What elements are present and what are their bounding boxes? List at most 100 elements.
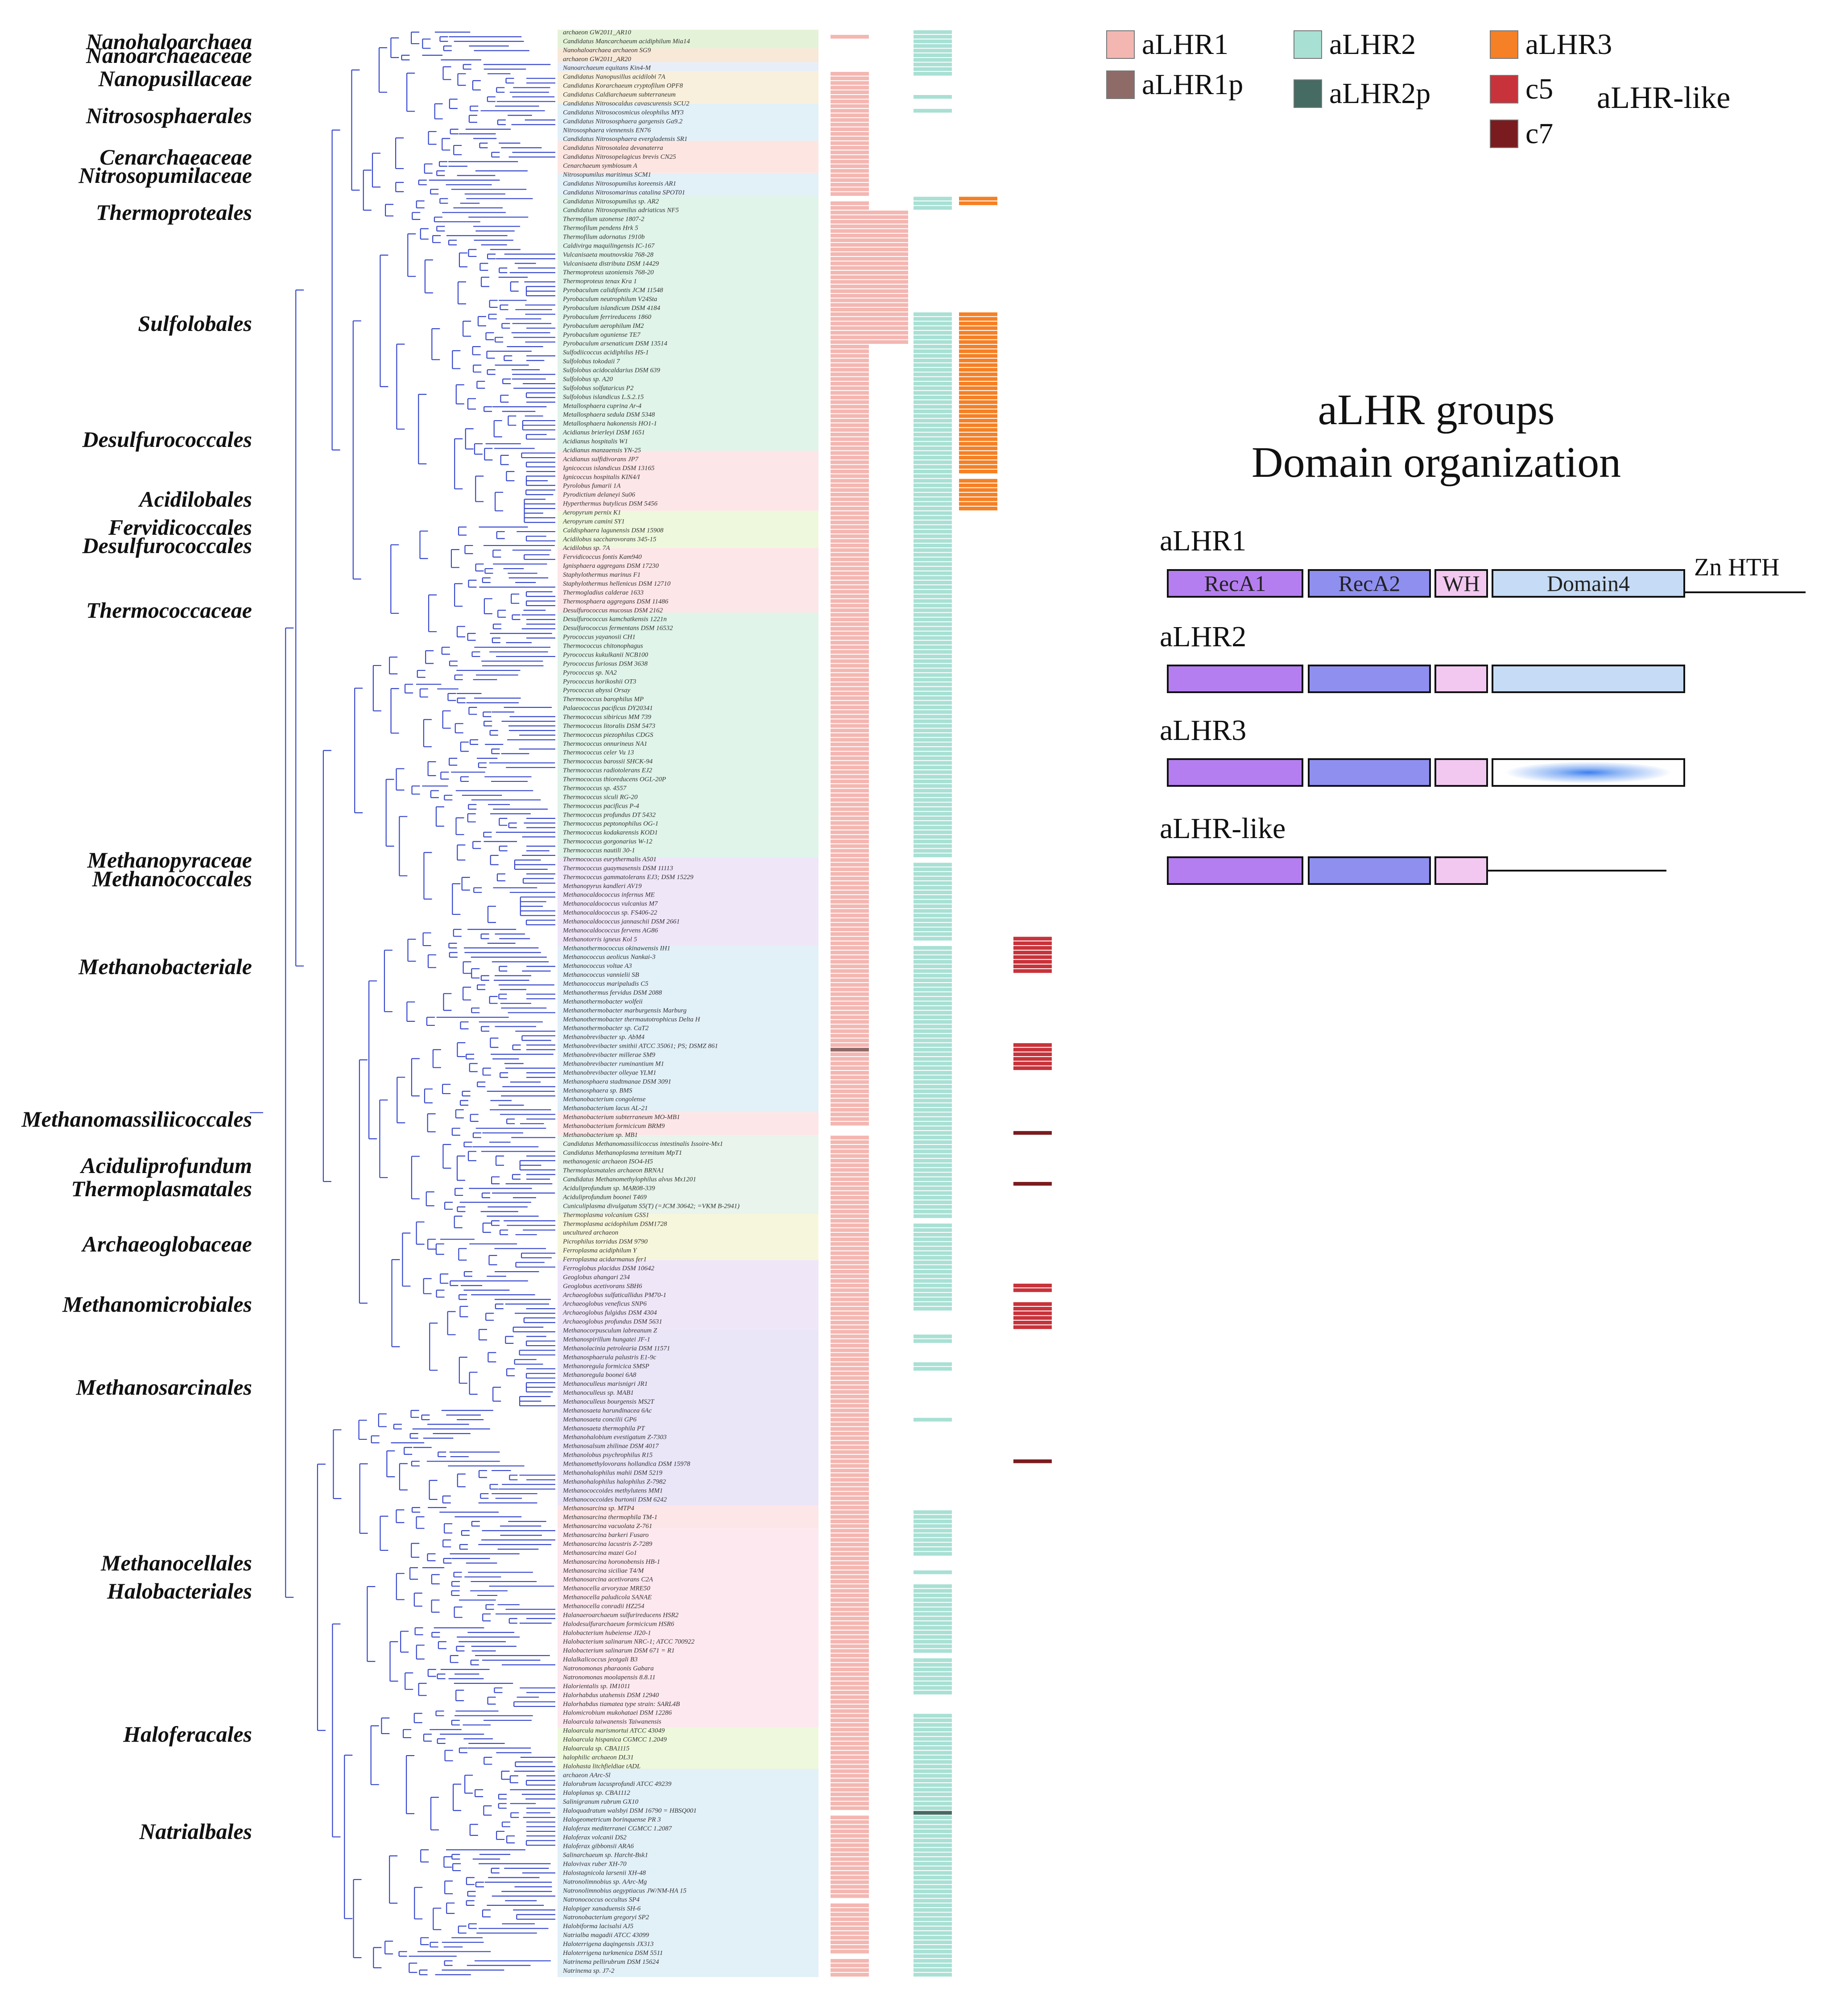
taxon-label: Haloterrigena turkmenica DSM 5511 bbox=[562, 1950, 663, 1957]
taxon-label: Caldivirga maquilingensis IC-167 bbox=[563, 242, 655, 249]
bar-alhr1 bbox=[831, 1006, 869, 1010]
bar-alhr1 bbox=[831, 960, 869, 964]
bar-alhr1 bbox=[831, 1612, 869, 1616]
zn-hth-linker bbox=[1685, 591, 1806, 593]
bar-alhr1 bbox=[831, 1080, 869, 1084]
bar-alhr1 bbox=[831, 1533, 869, 1537]
bar-alhr2 bbox=[914, 1926, 952, 1930]
bar-alhr1 bbox=[831, 1644, 869, 1648]
bar-alhr2 bbox=[914, 1690, 952, 1695]
bar-alhr1 bbox=[831, 715, 869, 719]
taxon-label: Aciduliprofundum boonei T469 bbox=[562, 1194, 647, 1201]
bar-alhr1 bbox=[831, 224, 869, 228]
bar-alhr1 bbox=[831, 238, 869, 242]
bar-alhr2 bbox=[914, 1686, 952, 1690]
bar-alhr3 bbox=[959, 497, 997, 501]
taxon-label: Thermococcus onnurineus NA1 bbox=[563, 740, 647, 748]
bar-alhr1 bbox=[831, 941, 869, 946]
taxon-label: Thermococcus guaymasensis DSM 11113 bbox=[563, 865, 673, 872]
bar-alhr2 bbox=[914, 1251, 952, 1255]
bar-alhr1 bbox=[831, 266, 869, 270]
bar-alhr1 bbox=[831, 1293, 869, 1297]
bar-alhr2 bbox=[914, 1959, 952, 1963]
legend-swatch-alhr1p bbox=[1106, 70, 1135, 99]
bar-alhr2 bbox=[914, 636, 952, 640]
bar-alhr2 bbox=[914, 673, 952, 677]
taxon-label: Methanothermobacter wolfeii bbox=[562, 998, 643, 1005]
domain-domain4-degenerate bbox=[1492, 758, 1685, 787]
bar-alhr1 bbox=[831, 793, 869, 797]
taxon-label: Methanohalophilus halophilus Z-7982 bbox=[562, 1478, 666, 1485]
bar-alhr1 bbox=[831, 409, 869, 413]
bar-alhr1 bbox=[831, 1959, 869, 1963]
taxon-label: Thermococcus kodakarensis KOD1 bbox=[563, 829, 658, 836]
taxon-label: Aeropyrum pernix K1 bbox=[562, 509, 621, 516]
bar-alhr2 bbox=[914, 1681, 952, 1686]
taxa-labels: archaeon GW2011_AR10 Candidatus Mancarcha… bbox=[562, 29, 740, 1975]
clade-label: Fervidicoccales bbox=[108, 514, 252, 540]
bar-alhr2 bbox=[914, 890, 952, 895]
bar-alhr1 bbox=[831, 1316, 869, 1320]
taxon-label: Methanoculleus bourgensis MS2T bbox=[562, 1398, 655, 1405]
taxon-label: Methanobrevibacter smithii ATCC 35061; P… bbox=[562, 1043, 718, 1050]
bar-c5 bbox=[1013, 1306, 1052, 1311]
bar-alhr1 bbox=[831, 733, 869, 737]
taxon-label: Methanosaeta concilii GP6 bbox=[562, 1416, 637, 1423]
bar-alhr2 bbox=[914, 1954, 952, 1958]
bar-alhr1 bbox=[831, 1515, 869, 1519]
bar-alhr1 bbox=[831, 437, 869, 441]
bar-alhr2 bbox=[914, 1524, 952, 1528]
taxon-label: Sulfolobus acidocaldarius DSM 639 bbox=[563, 367, 660, 374]
taxon-label: Cenarchaeum symbiosum A bbox=[563, 162, 637, 169]
taxon-label: Methanosphaera stadtmanae DSM 3091 bbox=[562, 1078, 671, 1085]
bar-alhr1 bbox=[831, 1903, 869, 1908]
taxon-label: Candidatus Nitrososphaera evergladensis … bbox=[563, 136, 687, 143]
bar-alhr1 bbox=[831, 650, 869, 654]
clade-block-0 bbox=[558, 29, 818, 49]
bar-alhr2 bbox=[914, 682, 952, 686]
bar-alhr1 bbox=[831, 1607, 869, 1611]
clade-label: Methanopyraceae bbox=[87, 847, 252, 873]
bar-alhr3 bbox=[959, 414, 997, 418]
bar-alhr1 bbox=[831, 322, 869, 326]
bar-alhr2 bbox=[914, 49, 952, 53]
bar-alhr1 bbox=[831, 1431, 869, 1436]
bar-alhr1b bbox=[869, 340, 908, 344]
bar-alhr2 bbox=[914, 627, 952, 631]
bar-alhr1b bbox=[869, 330, 908, 335]
bar-alhr2 bbox=[914, 913, 952, 917]
bar-alhr2 bbox=[914, 58, 952, 62]
bar-alhr3 bbox=[959, 460, 997, 464]
clade-label: Nanopusillaceae bbox=[98, 66, 252, 91]
bar-alhr1 bbox=[831, 1598, 869, 1602]
bar-alhr1 bbox=[831, 1732, 869, 1736]
clade-label: Methanococcales bbox=[92, 866, 252, 891]
bar-alhr1 bbox=[831, 1491, 869, 1496]
taxon-label: Thermoplasmatales archaeon BRNA1 bbox=[563, 1167, 664, 1174]
legend-swatch-alhr1 bbox=[1106, 30, 1135, 59]
bar-alhr1 bbox=[831, 1931, 869, 1935]
bar-alhr2 bbox=[914, 1288, 952, 1292]
bar-alhr2 bbox=[914, 1417, 952, 1422]
bar-alhr3 bbox=[959, 201, 997, 205]
bar-alhr2 bbox=[914, 1237, 952, 1241]
bar-alhr1 bbox=[831, 1908, 869, 1912]
domain-reca2 bbox=[1308, 856, 1431, 885]
bar-alhr1 bbox=[831, 1681, 869, 1686]
bar-alhr1 bbox=[831, 1593, 869, 1598]
bar-alhr2 bbox=[914, 640, 952, 645]
taxon-label: Methanothermococcus okinawensis IH1 bbox=[562, 945, 670, 952]
bar-alhr3 bbox=[959, 465, 997, 469]
taxon-label: Methanoregula formicica SMSP bbox=[562, 1363, 649, 1370]
bar-alhr1 bbox=[831, 1635, 869, 1639]
bar-alhr2 bbox=[914, 506, 952, 511]
bar-alhr2 bbox=[914, 687, 952, 691]
bar-alhr2 bbox=[914, 525, 952, 529]
bar-alhr3 bbox=[959, 492, 997, 497]
bar-alhr1 bbox=[831, 1242, 869, 1246]
taxon-label: Natronococcus occultus SP4 bbox=[562, 1896, 640, 1903]
clade-label: Methanobacteriale bbox=[79, 954, 252, 979]
bar-alhr2 bbox=[914, 516, 952, 520]
bar-alhr1 bbox=[831, 76, 869, 80]
bar-alhr1 bbox=[831, 992, 869, 996]
